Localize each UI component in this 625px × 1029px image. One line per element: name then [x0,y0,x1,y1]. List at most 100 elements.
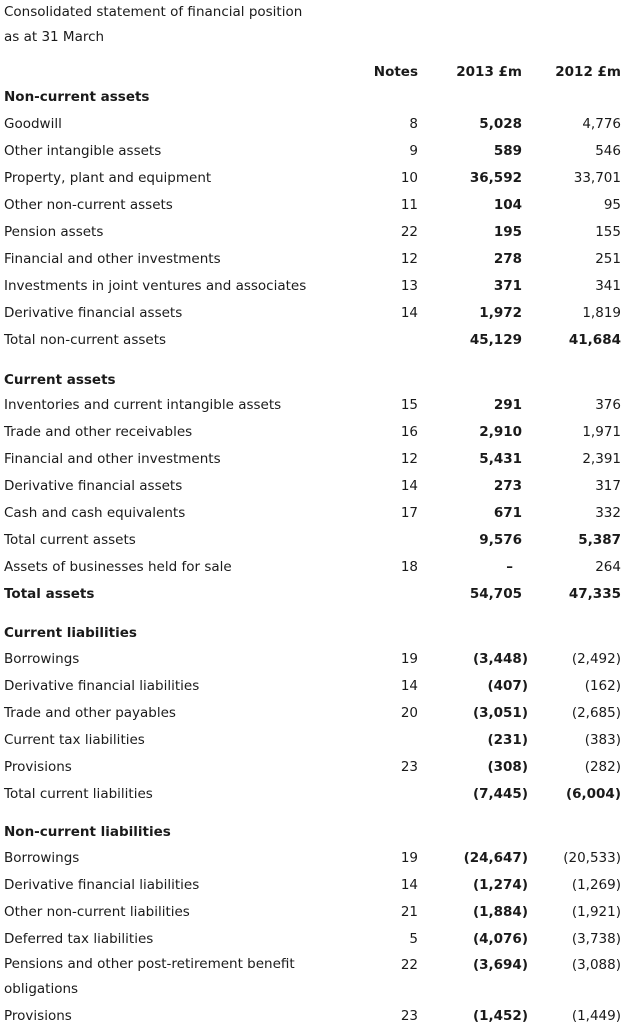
row-label: Trade and other payables [4,704,176,721]
row-note: 22 [400,223,418,240]
row-note: 14 [400,304,418,321]
row-note: 8 [409,115,418,132]
row-value-2012: 546 [595,142,621,159]
row-label: Pensions and other post-retirement benef… [4,956,295,997]
row-note: 14 [400,477,418,494]
row-value-2012: (1,921) [571,903,621,920]
row-note: 18 [400,558,418,575]
section-heading: Non-current liabilities [4,823,171,840]
row-value-2013: 195 [493,223,522,240]
table-row: Trade and other payables 20 (3,051) (2,6… [0,699,625,726]
row-value-2012: (282) [584,758,621,775]
row-label: Current tax liabilities [4,731,145,748]
table-row: Financial and other investments 12 5,431… [0,445,625,472]
row-note: 19 [400,849,418,866]
grand-total-value-2012: 47,335 [568,585,621,602]
row-note: 20 [400,704,418,721]
row-label: Investments in joint ventures and associ… [4,277,307,294]
row-value-2013: (4,076) [472,930,528,947]
row-note: 10 [400,169,418,186]
row-value-2013: 104 [493,196,522,213]
row-value-2013: 273 [493,477,522,494]
row-label: Cash and cash equivalents [4,504,186,521]
row-value-2012: 33,701 [573,169,621,186]
row-value-2013: (407) [487,677,528,694]
row-value-2012: (3,088) [571,957,621,973]
table-row: Inventories and current intangible asset… [0,391,625,418]
row-label: Goodwill [4,115,62,132]
row-value-2013: (24,647) [463,849,528,866]
row-note: 12 [400,250,418,267]
row-value-2012: 155 [595,223,621,240]
subtotal-row: Total current liabilities (7,445) (6,004… [0,780,625,807]
subtotal-value-2013: 45,129 [469,331,522,348]
row-note: 11 [400,196,418,213]
subtotal-row: Total current assets 9,576 5,387 [0,526,625,553]
section-heading: Non-current assets [4,88,150,105]
row-value-2012: 4,776 [582,115,621,132]
row-value-2013: (3,694) [472,957,528,973]
table-row: Provisions 23 (1,452) (1,449) [0,1002,625,1029]
table-row: Investments in joint ventures and associ… [0,272,625,299]
row-note: 16 [400,423,418,440]
row-value-2012: 1,819 [582,304,621,321]
row-value-2013: 589 [493,142,522,159]
section-heading-row: Non-current liabilities [0,818,625,845]
row-value-2012: (162) [584,677,621,694]
row-value-2012: 251 [595,250,621,267]
row-note: 23 [400,1007,418,1024]
subtotal-value-2013: 9,576 [479,531,522,548]
table-row: Current tax liabilities (231) (383) [0,726,625,753]
table-row: Financial and other investments 12 278 2… [0,245,625,272]
row-value-2013: 278 [493,250,522,267]
row-label: Deferred tax liabilities [4,930,154,947]
row-label: Borrowings [4,650,80,667]
row-value-2012: (1,449) [571,1007,621,1024]
grand-total-row: Total assets 54,705 47,335 [0,580,625,607]
section-heading-row: Current assets [0,366,625,393]
row-label: Derivative financial assets [4,477,183,494]
row-note: 15 [400,396,418,413]
row-value-2012: (383) [584,731,621,748]
subtotal-row: Total non-current assets 45,129 41,684 [0,326,625,353]
row-value-2013: (231) [487,731,528,748]
table-row: Pension assets 22 195 155 [0,218,625,245]
statement-title: Consolidated statement of financial posi… [4,0,302,50]
row-value-2013: (1,274) [472,876,528,893]
row-value-2013: (308) [487,758,528,775]
table-row: Cash and cash equivalents 17 671 332 [0,499,625,526]
row-label: Financial and other investments [4,450,221,467]
row-note: 9 [409,142,418,159]
table-row: Provisions 23 (308) (282) [0,753,625,780]
row-label: Trade and other receivables [4,423,193,440]
grand-total-value-2013: 54,705 [469,585,522,602]
subtotal-label: Total current liabilities [4,785,153,802]
row-value-2012: 1,971 [582,423,621,440]
row-value-2012: (20,533) [563,849,621,866]
table-row: Derivative financial liabilities 14 (407… [0,672,625,699]
row-label: Financial and other investments [4,250,221,267]
row-value-2013: 2,910 [479,423,522,440]
table-row: Borrowings 19 (3,448) (2,492) [0,645,625,672]
table-row: Trade and other receivables 16 2,910 1,9… [0,418,625,445]
row-value-2012: 95 [603,196,621,213]
row-value-2013: (1,452) [472,1007,528,1024]
year-2013-column-header: 2013 £m [456,63,522,80]
subtotal-label: Total current assets [4,531,136,548]
row-value-2013: (3,051) [472,704,528,721]
table-row: Other non-current assets 11 104 95 [0,191,625,218]
row-label: Derivative financial liabilities [4,677,200,694]
row-value-2013: (3,448) [472,650,528,667]
section-heading-row: Current liabilities [0,619,625,646]
notes-column-header: Notes [373,63,418,80]
table-row: Borrowings 19 (24,647) (20,533) [0,844,625,871]
row-label: Derivative financial liabilities [4,876,200,893]
row-value-2012: 264 [595,558,621,575]
title-line-1: Consolidated statement of financial posi… [4,4,303,20]
row-value-2012: 376 [595,396,621,413]
row-note: 23 [400,758,418,775]
table-row: Other non-current liabilities 21 (1,884)… [0,898,625,925]
row-note: 14 [400,677,418,694]
row-value-2013: – [506,558,513,575]
table-row: Pensions and other post-retirement benef… [0,952,625,1002]
